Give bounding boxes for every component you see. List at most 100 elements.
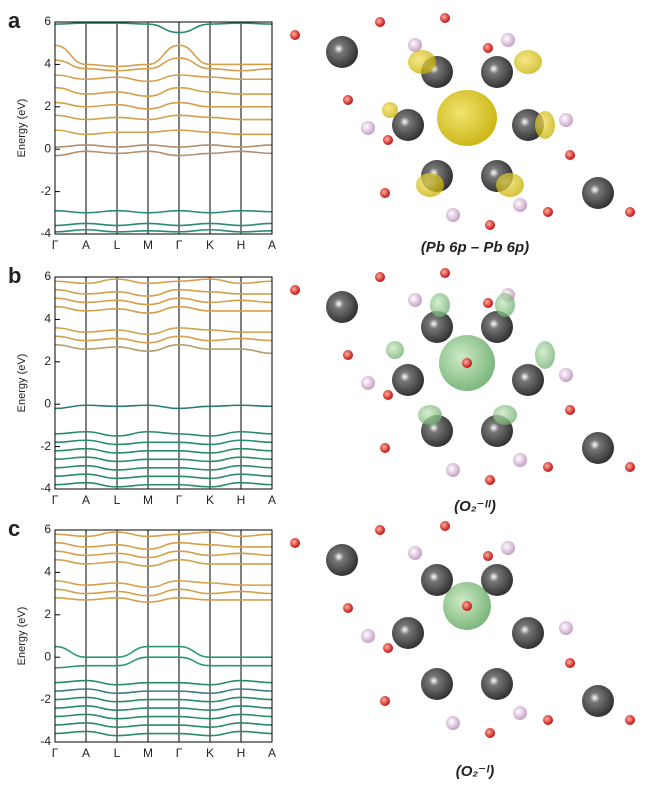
atom	[625, 207, 635, 217]
y-tick-label: 6	[44, 269, 51, 283]
charge-density	[493, 405, 517, 425]
band-line	[54, 344, 273, 355]
atom	[481, 311, 513, 343]
x-tick-label: A	[82, 238, 90, 252]
atom	[512, 109, 544, 141]
y-tick-label: -2	[40, 184, 51, 198]
atom	[446, 208, 460, 222]
x-tick-label: A	[82, 493, 90, 507]
x-tick-label: H	[237, 746, 246, 760]
atom	[440, 268, 450, 278]
y-axis-label: Energy (eV)	[16, 354, 28, 413]
band-line	[54, 209, 273, 214]
atom	[625, 462, 635, 472]
x-tick-label: A	[268, 493, 276, 507]
band-line	[54, 473, 273, 480]
atom	[565, 405, 575, 415]
atom	[440, 521, 450, 531]
atom	[513, 453, 527, 467]
plot-frame	[54, 529, 273, 743]
atom	[290, 538, 300, 548]
x-tick-label: Γ	[52, 238, 59, 252]
band-line	[54, 656, 272, 669]
atom	[483, 551, 493, 561]
atom	[375, 17, 385, 27]
atom	[392, 617, 424, 649]
atom	[380, 443, 390, 453]
band-line	[54, 228, 273, 233]
x-tick-label: M	[143, 238, 153, 252]
band-line	[54, 541, 272, 550]
atom	[380, 696, 390, 706]
band-line	[54, 447, 273, 454]
atom	[485, 475, 495, 485]
band-line	[54, 456, 273, 463]
band-line	[54, 101, 272, 110]
band-line	[54, 44, 272, 68]
y-tick-label: 4	[44, 565, 51, 579]
x-tick-label: Γ	[52, 493, 59, 507]
band-line	[54, 645, 272, 658]
atom	[501, 541, 515, 555]
band-line	[54, 696, 273, 703]
charge-density	[437, 90, 497, 146]
band-line	[54, 327, 272, 336]
band-line	[54, 464, 273, 471]
band-line	[54, 558, 272, 567]
band-line	[54, 588, 273, 597]
atom	[462, 601, 472, 611]
atom	[462, 358, 472, 368]
charge-density	[535, 111, 555, 139]
x-tick-label: L	[114, 746, 121, 760]
y-tick-label: 2	[44, 607, 51, 621]
atom	[290, 285, 300, 295]
atom	[565, 658, 575, 668]
band-line	[54, 430, 273, 437]
atom	[361, 121, 375, 135]
y-tick-label: 2	[44, 99, 51, 113]
atom	[582, 177, 614, 209]
band-line	[54, 730, 273, 737]
band-line	[54, 688, 273, 695]
y-tick-label: 6	[44, 14, 51, 28]
y-tick-label: 4	[44, 312, 51, 326]
atom	[543, 462, 553, 472]
panel-label: a	[8, 8, 21, 33]
y-axis-label: Energy (eV)	[16, 607, 28, 666]
atom	[543, 207, 553, 217]
band-line	[54, 305, 272, 314]
band-line	[54, 22, 273, 34]
band-line	[54, 86, 272, 98]
panel-label: b	[8, 263, 21, 288]
atom	[383, 390, 393, 400]
atom	[326, 544, 358, 576]
atom	[485, 728, 495, 738]
atom	[485, 220, 495, 230]
atom	[383, 135, 393, 145]
atom	[559, 368, 573, 382]
atom	[559, 621, 573, 635]
band-line	[54, 150, 273, 157]
band-line	[54, 597, 272, 603]
band-line	[54, 297, 273, 306]
atom	[501, 33, 515, 47]
atom	[446, 463, 460, 477]
charge-density	[382, 102, 398, 118]
charge-density	[495, 293, 515, 317]
plot-frame	[54, 276, 273, 490]
plot-frame	[54, 21, 273, 235]
atom	[512, 617, 544, 649]
atom	[421, 668, 453, 700]
atom	[375, 525, 385, 535]
atom	[343, 95, 353, 105]
y-tick-label: 6	[44, 522, 51, 536]
x-tick-label: Γ	[176, 493, 183, 507]
band-line	[54, 531, 273, 538]
x-tick-label: Γ	[176, 746, 183, 760]
band-line	[54, 57, 273, 72]
charge-density	[496, 173, 524, 197]
atom	[582, 432, 614, 464]
x-tick-label: H	[237, 238, 246, 252]
x-tick-label: Γ	[52, 746, 59, 760]
x-tick-label: L	[114, 238, 121, 252]
